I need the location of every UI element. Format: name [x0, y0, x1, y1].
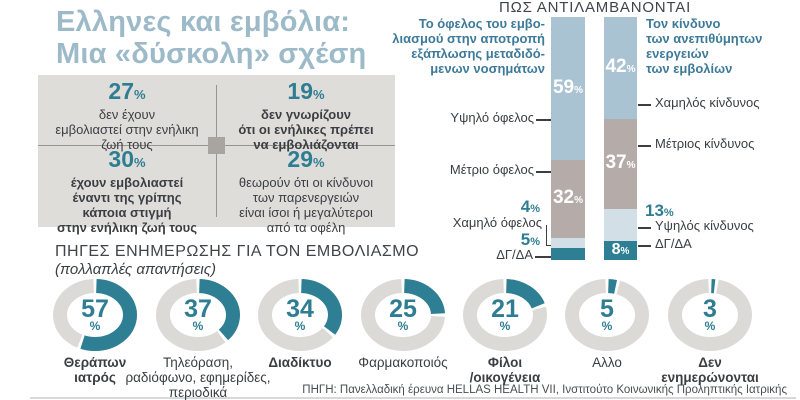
donut-chart: 21%	[457, 273, 553, 357]
risk-label-dk: ΔΓ/ΔΑ	[655, 236, 692, 251]
bar-segment: 32%	[551, 160, 585, 239]
bar-segment	[551, 238, 585, 248]
sources-subtitle: (πολλαπλές απαντήσεις)	[55, 261, 217, 278]
stat-text: θεωρούν ότι οι κίνδυνοι των παρενεργειών ε…	[238, 175, 374, 235]
bar-segment: 42%	[604, 17, 637, 120]
stat-value: 27%	[108, 78, 146, 104]
connector-line	[536, 171, 552, 173]
donut-ring	[360, 278, 446, 352]
source-note: ΠΗΓΗ: Πανελλαδική έρευνα HELLAS HEALTH V…	[302, 384, 787, 396]
donut-ring	[667, 278, 753, 352]
stat-value: 19%	[287, 78, 325, 104]
donut-chart: 3%	[662, 273, 758, 357]
benefit-label-low: Χαμηλό όφελος	[452, 215, 542, 230]
risk-label-low: Χαμηλός κίνδυνος	[655, 95, 760, 110]
benefit-chart-title: Το όφελος του εμβο-λιασμού στην αποτροπή…	[392, 16, 545, 76]
risk-label-high: Υψηλός κίνδυνος	[655, 218, 754, 233]
donut-ring	[257, 278, 343, 352]
stat-value: 30%	[108, 146, 146, 172]
connector-line	[535, 256, 552, 258]
bar-segment	[551, 247, 585, 260]
bar-segment-value: 37%	[605, 152, 636, 173]
donut-label: Αλλο	[592, 355, 622, 370]
donut-value: 21%	[491, 295, 519, 333]
stat-value: 29%	[287, 146, 325, 172]
connector-line	[536, 119, 552, 121]
donut-chart: 37%	[150, 273, 246, 357]
stat-text: δεν έχουν εμβολιαστεί στην ενήλικη ζωή του…	[55, 107, 199, 152]
donut-value: 57%	[81, 295, 109, 333]
stat-cell-risk-belief: 29% θεωρούν ότι οι κίνδυνοι των παρενεργε…	[217, 147, 395, 235]
stat-text: δεν γνωρίζουν ότι οι ενήλικες πρέπει να εμ…	[238, 107, 374, 152]
bottom-divider	[30, 397, 796, 399]
stacked-bar-benefit: 59% 32%	[551, 17, 585, 260]
connector-line	[638, 104, 651, 106]
connector-line	[638, 227, 651, 229]
connector-line	[638, 145, 651, 147]
connector-elbow	[546, 225, 553, 246]
donut-label: Διαδίκτυο	[268, 355, 332, 370]
bar-segment: 37%	[604, 119, 637, 209]
benefit-label-high: Υψηλό όφελος	[450, 110, 534, 125]
donut-label: Θεράπων ιατρός	[63, 355, 127, 385]
page-title: Ελληνες και εμβόλια: Μια «δύσκολη» σχέση	[56, 6, 367, 70]
risk-high-value: 13%	[645, 201, 674, 220]
benefit-label-medium: Μέτριο όφελος	[449, 162, 534, 177]
donut-label: Τηλεόραση, ραδιόφωνο, εφημερίδες, περιοδικ…	[125, 355, 271, 400]
bar-segment-value: 32%	[552, 187, 584, 209]
risk-label-medium: Μέτριος κίνδυνος	[655, 136, 755, 151]
bar-segment: 59%	[551, 17, 585, 161]
center-square-decoration	[208, 137, 225, 154]
donut-chart: 57%	[47, 273, 143, 357]
stat-cell-not-vaccinated: 27% δεν έχουν εμβολιαστεί στην ενήλικη ζωή…	[38, 79, 216, 152]
donut-ring	[462, 278, 548, 352]
benefit-low-value: 4%	[520, 197, 540, 216]
perception-heading: ΠΩΣ ΑΝΤΙΛΑΜΒΑΝΟΝΤΑΙ	[498, 0, 692, 16]
donut-value: 25%	[389, 295, 417, 333]
donut-ring	[52, 278, 138, 352]
stat-cell-flu-vaccinated: 30% έχουν εμβολιαστεί έναντι της γρίπης κά…	[38, 147, 216, 235]
donut-value: 34%	[286, 295, 314, 333]
donut-ring	[564, 278, 650, 352]
donut-label: Φαρμακοποιός	[358, 355, 448, 370]
donut-chart: 25%	[355, 273, 451, 357]
stacked-bar-risk: 42% 37% 8%	[604, 17, 637, 260]
donut-value: 5%	[600, 295, 614, 333]
stat-cell-dont-know: 19% δεν γνωρίζουν ότι οι ενήλικες πρέπει ν…	[217, 79, 395, 152]
bar-segment-value: 59%	[552, 76, 584, 98]
bar-segment-value: 42%	[605, 56, 636, 78]
bar-segment-value: 8%	[611, 240, 630, 258]
benefit-dk-value: 5%	[520, 230, 540, 249]
donut-value: 37%	[184, 295, 212, 333]
connector-line	[638, 245, 651, 247]
donut-ring	[155, 278, 241, 352]
donut-label: Δεν ενημερώνονται	[661, 355, 759, 385]
bar-segment: 8%	[604, 240, 637, 260]
benefit-label-dk: ΔΓ/ΔΑ	[496, 247, 533, 262]
donut-value: 3%	[703, 295, 717, 333]
sources-heading: ΠΗΓΕΣ ΕΝΗΜΕΡΩΣΗΣ ΓΙΑ ΤΟΝ ΕΜΒΟΛΙΑΣΜΟ	[55, 243, 420, 260]
donut-label: Φίλοι/οικογένεια	[469, 355, 541, 385]
stat-text: έχουν εμβολιαστεί έναντι της γρίπης κάποια…	[57, 175, 197, 235]
stats-grid: 27% δεν έχουν εμβολιαστεί στην ενήλικη ζωή…	[38, 75, 395, 235]
risk-chart-title: Τον κίνδυνο των ανεπιθύμητων ενεργειών των …	[646, 16, 763, 76]
donut-chart: 5%	[559, 273, 655, 357]
donut-chart: 34%	[252, 273, 348, 357]
bar-segment	[604, 208, 637, 241]
